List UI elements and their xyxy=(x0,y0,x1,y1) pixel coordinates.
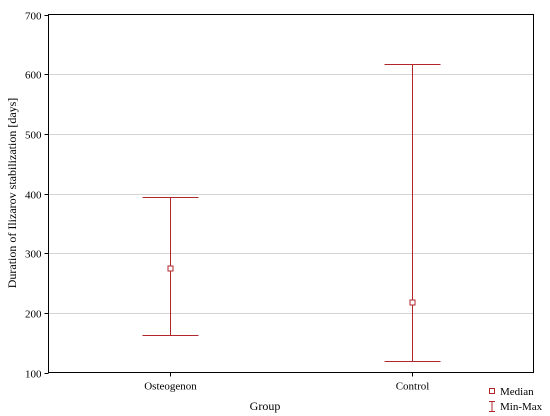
y-tick-label: 400 xyxy=(25,190,42,202)
legend: Median Min-Max xyxy=(489,386,543,413)
x-axis: Osteogenon Control xyxy=(144,372,430,393)
y-tick-label: 100 xyxy=(25,369,42,381)
gridlines xyxy=(48,74,534,314)
plot-area-frame xyxy=(48,14,534,373)
y-axis-title: Duration of Ilizarov stabilization [days… xyxy=(5,98,19,289)
y-tick-label: 700 xyxy=(25,11,42,23)
x-tick-label: Osteogenon xyxy=(144,381,197,393)
y-axis: 100 200 300 400 500 600 700 xyxy=(25,11,49,381)
y-tick-label: 200 xyxy=(25,309,42,321)
y-tick-label: 500 xyxy=(25,130,42,142)
legend-minmax-label: Min-Max xyxy=(500,401,543,413)
x-tick-label: Control xyxy=(396,381,430,393)
y-tick-label: 600 xyxy=(25,70,42,82)
legend-minmax-marker xyxy=(489,401,495,412)
median-point xyxy=(167,265,174,272)
min-max-whisker xyxy=(384,64,441,362)
median-point xyxy=(409,299,416,306)
data-marks xyxy=(142,64,441,362)
legend-median-marker xyxy=(489,388,495,394)
y-tick-label: 300 xyxy=(25,249,42,261)
x-axis-title: Group xyxy=(250,399,281,413)
legend-median-label: Median xyxy=(500,386,534,398)
